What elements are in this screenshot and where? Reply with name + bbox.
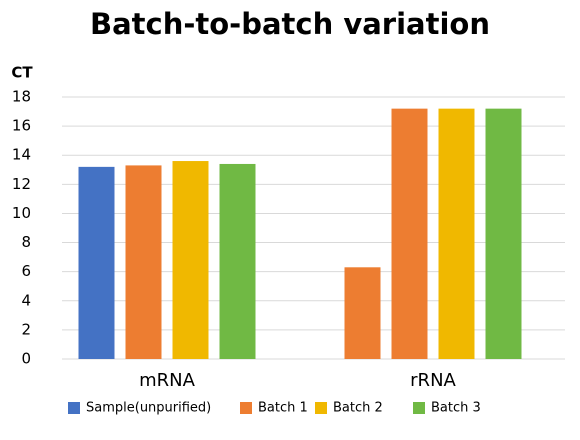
y-tick-label: 4	[21, 291, 31, 309]
y-tick-label: 8	[21, 233, 31, 251]
x-tick-label: rRNA	[410, 370, 456, 391]
legend-label: Sample(unpurified)	[86, 401, 211, 416]
y-tick-label: 16	[12, 117, 31, 135]
bar	[125, 165, 162, 359]
legend-label: Batch 1	[258, 401, 308, 416]
bar	[391, 108, 428, 360]
chart-title: Batch-to-batch variation	[90, 7, 490, 41]
y-axis-label: CT	[11, 64, 33, 82]
bar	[219, 163, 256, 359]
y-tick-label: 14	[12, 146, 31, 164]
bar	[344, 267, 381, 359]
y-tick-label: 12	[12, 175, 31, 193]
bar	[172, 161, 209, 359]
legend-swatch	[68, 402, 80, 414]
y-tick-label: 2	[21, 320, 31, 338]
legend-swatch	[315, 402, 327, 414]
bar	[78, 166, 115, 359]
y-tick-label: 6	[21, 262, 31, 280]
bar	[485, 108, 522, 360]
legend-swatch	[413, 402, 425, 414]
bar	[438, 108, 475, 360]
y-tick-label: 18	[12, 88, 31, 106]
legend-label: Batch 3	[431, 401, 481, 416]
y-tick-label: 10	[12, 204, 31, 222]
legend-label: Batch 2	[333, 401, 383, 416]
y-tick-label: 0	[21, 350, 31, 368]
x-tick-label: mRNA	[139, 370, 196, 391]
legend-swatch	[240, 402, 252, 414]
